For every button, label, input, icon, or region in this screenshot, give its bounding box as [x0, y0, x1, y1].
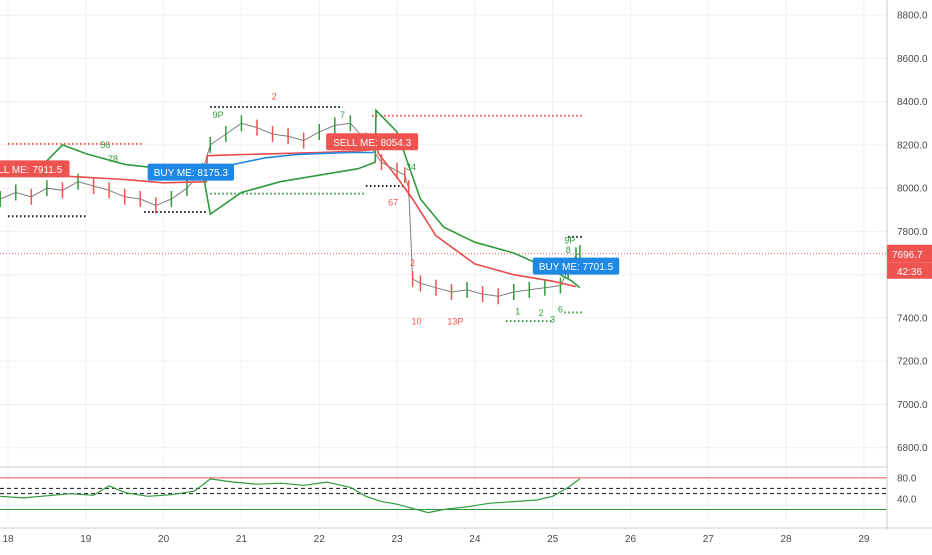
x-tick-label: 24: [469, 534, 481, 545]
y-tick-label: 8200.0: [897, 140, 928, 151]
x-tick-label: 25: [547, 534, 559, 545]
td-count-label: 67: [388, 197, 398, 207]
x-tick-label: 22: [314, 534, 326, 545]
td-count-label: 2: [538, 308, 543, 318]
x-tick-label: 20: [158, 534, 170, 545]
x-tick-label: 19: [80, 534, 92, 545]
signal-label-bg: [0, 160, 70, 178]
x-tick-label: 27: [703, 534, 715, 545]
grid-layer: [0, 0, 887, 520]
y-tick-label: 7000.0: [897, 400, 928, 411]
y-tick-label: 7200.0: [897, 357, 928, 368]
signal-label-bg: [532, 257, 620, 275]
td-count-label: 10: [411, 316, 421, 326]
td-count-label: 3: [550, 314, 555, 324]
signal-label: BUY ME: 7701.5: [539, 262, 614, 273]
oscillator-tick-label: 40.0: [897, 494, 917, 505]
last-price-tag: [887, 244, 932, 263]
series-layer: [0, 108, 581, 305]
td-count-label: 9P: [564, 235, 575, 245]
x-tick-label: 18: [2, 534, 14, 545]
td-count-label: 1: [515, 307, 520, 317]
oscillator-line: [0, 478, 581, 514]
td-count-label: 13P: [447, 316, 463, 326]
td-count-label: 78: [108, 154, 118, 164]
countdown-label: 42:36: [897, 267, 922, 278]
x-tick-label: 21: [236, 534, 248, 545]
y-tick-label: 7400.0: [897, 313, 928, 324]
signal-label-bg: [326, 133, 419, 151]
x-tick-label: 28: [781, 534, 793, 545]
x-tick-label: 23: [391, 534, 403, 545]
signal-label-bg: [147, 163, 235, 181]
oscillator-layer: [0, 477, 887, 514]
td-count-label: 2: [272, 91, 277, 101]
y-tick-label: 6800.0: [897, 443, 928, 454]
x-tick-label: 29: [858, 534, 870, 545]
y-tick-label: 8800.0: [897, 11, 928, 22]
signal-label: SELL ME: 7911.5: [0, 165, 63, 176]
y-tick-label: 8400.0: [897, 97, 928, 108]
y-tick-label: 7800.0: [897, 227, 928, 238]
signal-label: SELL ME: 8054.3: [333, 138, 411, 149]
y-tick-label: 8600.0: [897, 54, 928, 65]
td-count-label: 34: [406, 162, 416, 172]
y-tick-label: 8000.0: [897, 184, 928, 195]
td-count-label: 2: [410, 258, 415, 268]
indicator-line: [7, 148, 577, 288]
indicator-line: [7, 108, 581, 289]
td-count-label: 7: [340, 110, 345, 120]
signal-label: BUY ME: 8175.3: [154, 168, 229, 179]
td-count-label: 9P: [213, 110, 224, 120]
td-count-label: 6: [558, 305, 563, 315]
x-tick-label: 26: [625, 534, 637, 545]
oscillator-tick-label: 80.0: [897, 473, 917, 484]
marker-layer: SELL ME: 7911.5 BUY ME: 8175.3 SELL ME: 80…: [0, 133, 620, 275]
countdown-tag: [887, 262, 932, 279]
td-count-label: 8: [566, 245, 571, 255]
td-count-label: 56: [100, 140, 110, 150]
last-price-label: 7696.7: [892, 250, 923, 261]
level-layer: [0, 106, 887, 323]
